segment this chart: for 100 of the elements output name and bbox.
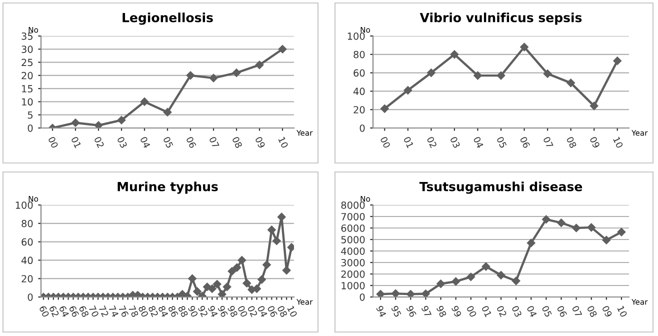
point <box>262 260 271 269</box>
point <box>238 256 246 264</box>
x-tick-label: 68 <box>78 305 90 318</box>
y-tick-label: 1000 <box>342 282 365 290</box>
x-tick-label: 99 <box>451 305 462 318</box>
chart-title: Vibrio vulnificus sepsis <box>420 12 582 25</box>
x-tick-label: 98 <box>227 305 238 318</box>
x-tick-label: 84 <box>158 305 169 318</box>
point <box>436 280 445 288</box>
x-tick-label: 02 <box>496 305 507 318</box>
x-tick-label: 90 <box>188 305 198 318</box>
x-tick-label: 06 <box>186 136 196 148</box>
y-tick-label: 20 <box>22 275 33 282</box>
x-tick-label: 01 <box>481 305 492 318</box>
x-tick-label: 05 <box>162 136 174 148</box>
x-tick-label: 06 <box>520 136 530 148</box>
point <box>212 280 222 288</box>
x-tick-label: 08 <box>566 136 577 148</box>
point <box>512 276 520 286</box>
x-tick-label: 97 <box>421 305 432 318</box>
point <box>602 236 611 244</box>
point <box>188 274 196 283</box>
point <box>163 108 172 116</box>
point <box>272 236 281 246</box>
x-tick-label: 05 <box>542 305 552 318</box>
x-tick-label: 08 <box>232 136 242 148</box>
point <box>590 102 598 110</box>
x-tick-label: 96 <box>218 305 228 318</box>
y-tick-label: 3000 <box>341 258 365 266</box>
x-tick-label: 06 <box>556 305 568 318</box>
point <box>617 228 626 236</box>
x-tick-label: 07 <box>208 136 220 148</box>
x-tick-label: 78 <box>128 305 139 318</box>
x-tick-label: 00 <box>466 305 477 318</box>
y-tick-label: 80 <box>354 50 365 58</box>
x-tick-label: 64 <box>58 305 70 318</box>
y-tick-label: 0 <box>28 293 33 301</box>
point <box>186 71 195 80</box>
point <box>526 238 536 248</box>
x-tick-label: 98 <box>436 305 447 318</box>
x-tick-label: 76 <box>118 305 129 318</box>
point <box>258 275 266 284</box>
x-tick-label: 09 <box>254 136 266 148</box>
x-tick-label: 66 <box>68 305 80 318</box>
point <box>542 215 550 224</box>
x-tick-label: 06 <box>267 305 278 318</box>
x-tick-label: 00 <box>380 136 391 148</box>
point <box>71 118 80 127</box>
point <box>566 78 575 88</box>
x-tick-label: 02 <box>426 136 438 148</box>
x-tick-label: 96 <box>406 305 417 318</box>
x-tick-label: 03 <box>450 136 460 148</box>
x-tick-label: 82 <box>148 305 158 318</box>
point <box>587 223 596 232</box>
y-tick-label: 40 <box>353 88 365 96</box>
point <box>380 104 389 113</box>
y-tick-label: 25 <box>22 58 33 66</box>
y-tick-label: 10 <box>22 98 33 106</box>
y-tick-label: 35 <box>22 32 33 40</box>
x-tick-label: 01 <box>403 136 414 148</box>
x-tick-label: 60 <box>38 305 50 318</box>
point <box>209 74 218 82</box>
y-tick-label: 0 <box>360 124 365 132</box>
x-tick-label: 00 <box>48 136 58 148</box>
point <box>520 42 528 52</box>
x-tick-label: 10 <box>278 136 288 148</box>
x-tick-label: 10 <box>612 136 624 148</box>
point <box>406 290 415 297</box>
x-tick-label: 10 <box>617 306 628 318</box>
x-tick-label: 80 <box>138 305 149 318</box>
x-tick-label: 08 <box>586 305 598 318</box>
y-tick-label: 60 <box>354 69 365 77</box>
point <box>543 70 552 78</box>
y-tick-label: 20 <box>354 106 365 114</box>
y-tick-label: 40 <box>21 256 33 264</box>
point <box>557 218 566 227</box>
y-tick-label: 7000 <box>341 212 365 220</box>
x-tick-label: 01 <box>70 136 82 148</box>
x-tick-label: 88 <box>178 305 188 318</box>
y-tick-label: 15 <box>22 85 33 92</box>
y-tick-label: 80 <box>22 220 33 228</box>
x-tick-label: 09 <box>602 305 612 318</box>
point <box>474 71 482 80</box>
chart-title: Tsutsugamushi disease <box>419 182 582 194</box>
point <box>450 50 459 59</box>
x-tick-label: 07 <box>542 136 554 148</box>
point <box>255 60 264 70</box>
point <box>496 71 506 80</box>
x-tick-label: 04 <box>526 305 538 318</box>
point <box>232 68 241 77</box>
point <box>452 277 460 286</box>
point <box>422 290 430 297</box>
y-tick-label: 0 <box>28 124 33 132</box>
y-tick-label: 100 <box>348 32 365 40</box>
x-tick-label: 72 <box>98 305 109 318</box>
x-tick-label: 05 <box>496 136 507 148</box>
x-tick-label: 92 <box>198 305 208 318</box>
x-tick-label: 00 <box>237 305 248 318</box>
x-tick-label: 94 <box>208 305 218 318</box>
y-tick-label: 20 <box>22 72 33 80</box>
